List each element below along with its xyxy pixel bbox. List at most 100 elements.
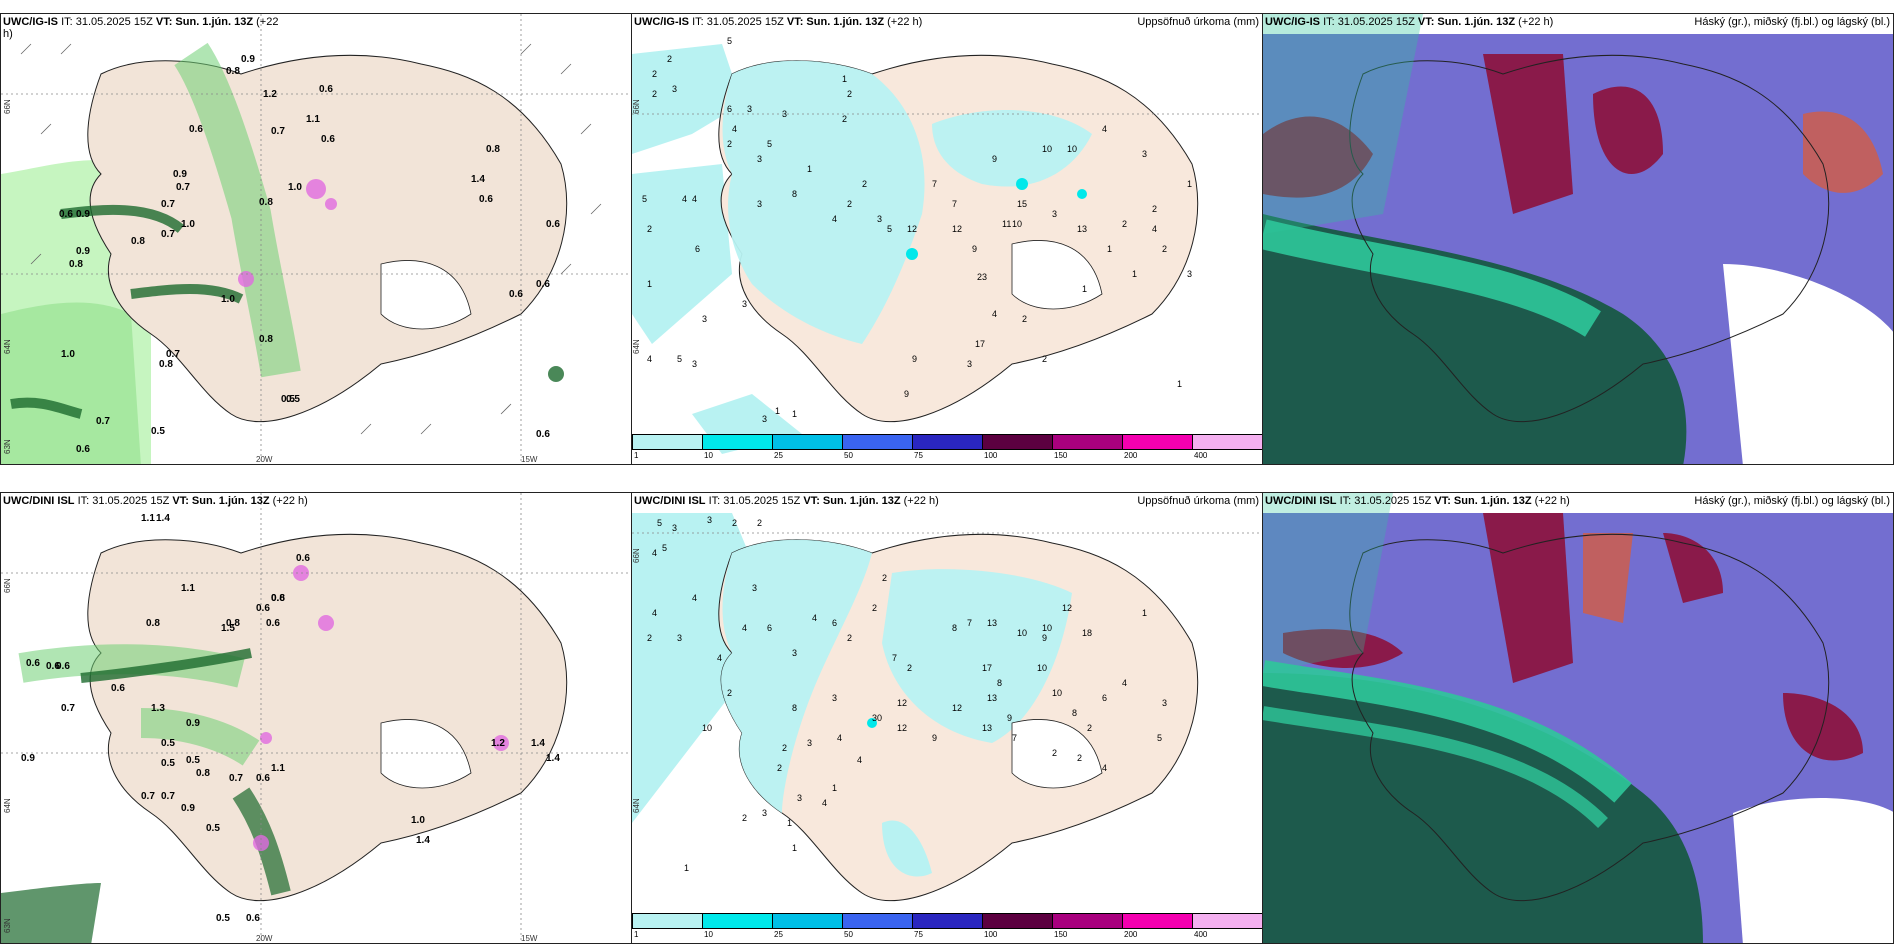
precip-value: 6 [695, 244, 701, 254]
map-r2c1 [1, 493, 631, 943]
precip-value: 0.5 [186, 755, 200, 766]
precip-value: 5 [657, 518, 663, 528]
colorbar-swatch [1122, 434, 1193, 450]
precip-value: 12 [952, 703, 963, 713]
panel-title: UWC/IG-IS IT: 31.05.2025 15Z VT: Sun. 1.… [3, 16, 279, 28]
precip-value: 2 [1052, 748, 1058, 758]
precip-value: 0.5 [286, 394, 300, 405]
precip-value: 3 [807, 738, 813, 748]
precip-value: 2 [777, 763, 783, 773]
precip-value: 13 [987, 693, 998, 703]
colorbar-swatch [1052, 434, 1123, 450]
precip-value: 0.5 [216, 913, 230, 924]
precip-value: 2 [727, 139, 733, 149]
precip-value: 0.7 [229, 773, 243, 784]
colorbar-tick-label: 25 [774, 451, 783, 460]
precip-value: 1.0 [288, 182, 302, 193]
precip-value: 0.5 [206, 823, 220, 834]
precip-value: 2 [732, 518, 738, 528]
precip-value: 0.7 [161, 229, 175, 240]
precip-value: 3 [692, 359, 698, 369]
precip-value: 4 [812, 613, 818, 623]
panel-title: UWC/DINI ISL IT: 31.05.2025 15Z VT: Sun.… [1265, 495, 1570, 507]
colorbar-tick-label: 400 [1194, 930, 1208, 939]
precip-value: 0.6 [546, 219, 560, 230]
precip-value: 1.4 [531, 738, 545, 749]
precip-value: 4 [732, 124, 738, 134]
precip-value: 0.5 [161, 758, 175, 769]
precip-value: 12 [897, 723, 908, 733]
precip-value: 4 [682, 194, 688, 204]
colorbar-tick-label: 200 [1124, 451, 1138, 460]
precip-value: 0.6 [59, 209, 73, 220]
precip-value: 5 [887, 224, 893, 234]
precip-value: 2 [847, 633, 853, 643]
precip-value: 4 [1152, 224, 1158, 234]
precip-value: 3 [672, 84, 678, 94]
precip-value: 4 [1102, 763, 1108, 773]
colorbar-swatch [1122, 913, 1193, 929]
precip-value: 10 [1037, 663, 1048, 673]
precip-value: 4 [1102, 124, 1108, 134]
precip-value: 5 [642, 194, 648, 204]
precip-value: 1.2 [491, 738, 505, 749]
precip-value: 0.6 [321, 134, 335, 145]
precip-value: 9 [932, 733, 938, 743]
colorbar-swatch [1052, 913, 1123, 929]
colorbar-swatch [982, 913, 1053, 929]
precip-value: 2 [907, 663, 913, 673]
precip-value: 3 [762, 808, 768, 818]
precip-value: 4 [652, 548, 658, 558]
panel-variable-label: Háský (gr.), miðský (fj.bl.) og lágský (… [1694, 495, 1890, 507]
precip-value: 1.4 [471, 174, 485, 185]
precip-value: 6 [832, 618, 838, 628]
colorbar-tick-label: 100 [984, 451, 998, 460]
precip-value: 5 [662, 543, 668, 553]
precip-value: 0.9 [76, 209, 90, 220]
precip-value: 7 [952, 199, 958, 209]
lat-label: 64N [632, 339, 641, 354]
precip-value: 0.9 [21, 753, 35, 764]
precip-value: 3 [762, 414, 768, 424]
precip-value: 3 [967, 359, 973, 369]
panel-variable-label: Uppsöfnuð úrkoma (mm) [1137, 16, 1259, 28]
panel-title: UWC/IG-IS IT: 31.05.2025 15Z VT: Sun. 1.… [1265, 16, 1554, 28]
precip-value: 0.7 [96, 416, 110, 427]
map-r1c3 [1263, 14, 1893, 464]
precip-value: 9 [1042, 633, 1048, 643]
precip-value: 0.6 [26, 658, 40, 669]
lat-label: 64N [3, 339, 12, 354]
precip-value: 1.1 [271, 763, 285, 774]
precip-value: 1 [792, 843, 798, 853]
precip-value: 3 [707, 515, 713, 525]
precip-value: 0.8 [259, 197, 273, 208]
precip-value: 2 [742, 813, 748, 823]
precip-value: 2 [847, 199, 853, 209]
precip-value: 0.6 [76, 444, 90, 455]
precip-value: 0.6 [536, 429, 550, 440]
precip-value: 8 [792, 703, 798, 713]
precip-value: 10 [1017, 628, 1028, 638]
precip-value: 4 [992, 309, 998, 319]
precip-value: 0.6 [189, 124, 203, 135]
colorbar-tick-label: 1 [634, 930, 639, 939]
precip-value: 0.8 [271, 593, 285, 604]
precip-value: 10 [1042, 144, 1053, 154]
precip-value: 0.8 [131, 236, 145, 247]
precip-value: 2 [647, 633, 653, 643]
precip-value: 10 [1052, 688, 1063, 698]
lat-label: 66N [3, 578, 12, 593]
colorbar-swatch [702, 434, 773, 450]
precip-value: 9 [972, 244, 978, 254]
map-r2c2 [632, 493, 1262, 943]
precip-value: 0.7 [161, 199, 175, 210]
map-r1c1 [1, 14, 631, 464]
precip-value: 0.6 [319, 84, 333, 95]
lon-label: 15W [521, 934, 538, 943]
colorbar-tick-label: 400 [1194, 451, 1208, 460]
precip-value: 1 [1187, 179, 1193, 189]
panel-variable-label: Uppsöfnuð úrkoma (mm) [1137, 495, 1259, 507]
precip-value: 8 [997, 678, 1003, 688]
precip-value: 0.6 [256, 773, 270, 784]
precip-value: 3 [792, 648, 798, 658]
